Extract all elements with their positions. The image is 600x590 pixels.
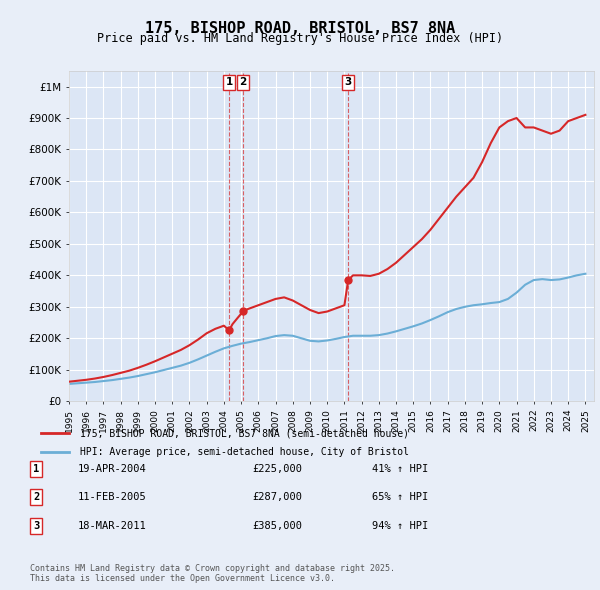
Text: 175, BISHOP ROAD, BRISTOL, BS7 8NA (semi-detached house): 175, BISHOP ROAD, BRISTOL, BS7 8NA (semi… <box>80 428 409 438</box>
Text: 1: 1 <box>226 77 233 87</box>
Text: £225,000: £225,000 <box>252 464 302 474</box>
Text: Contains HM Land Registry data © Crown copyright and database right 2025.
This d: Contains HM Land Registry data © Crown c… <box>30 563 395 583</box>
Text: 1: 1 <box>33 464 39 474</box>
Text: 65% ↑ HPI: 65% ↑ HPI <box>372 493 428 502</box>
Text: 2: 2 <box>33 493 39 502</box>
Text: 2: 2 <box>239 77 247 87</box>
Text: 94% ↑ HPI: 94% ↑ HPI <box>372 521 428 530</box>
Text: £287,000: £287,000 <box>252 493 302 502</box>
Text: £385,000: £385,000 <box>252 521 302 530</box>
Text: 3: 3 <box>33 521 39 530</box>
Text: 11-FEB-2005: 11-FEB-2005 <box>78 493 147 502</box>
Text: 3: 3 <box>344 77 352 87</box>
Text: Price paid vs. HM Land Registry's House Price Index (HPI): Price paid vs. HM Land Registry's House … <box>97 32 503 45</box>
Text: 19-APR-2004: 19-APR-2004 <box>78 464 147 474</box>
Text: 41% ↑ HPI: 41% ↑ HPI <box>372 464 428 474</box>
Text: 18-MAR-2011: 18-MAR-2011 <box>78 521 147 530</box>
Text: 175, BISHOP ROAD, BRISTOL, BS7 8NA: 175, BISHOP ROAD, BRISTOL, BS7 8NA <box>145 21 455 35</box>
Text: HPI: Average price, semi-detached house, City of Bristol: HPI: Average price, semi-detached house,… <box>80 447 409 457</box>
